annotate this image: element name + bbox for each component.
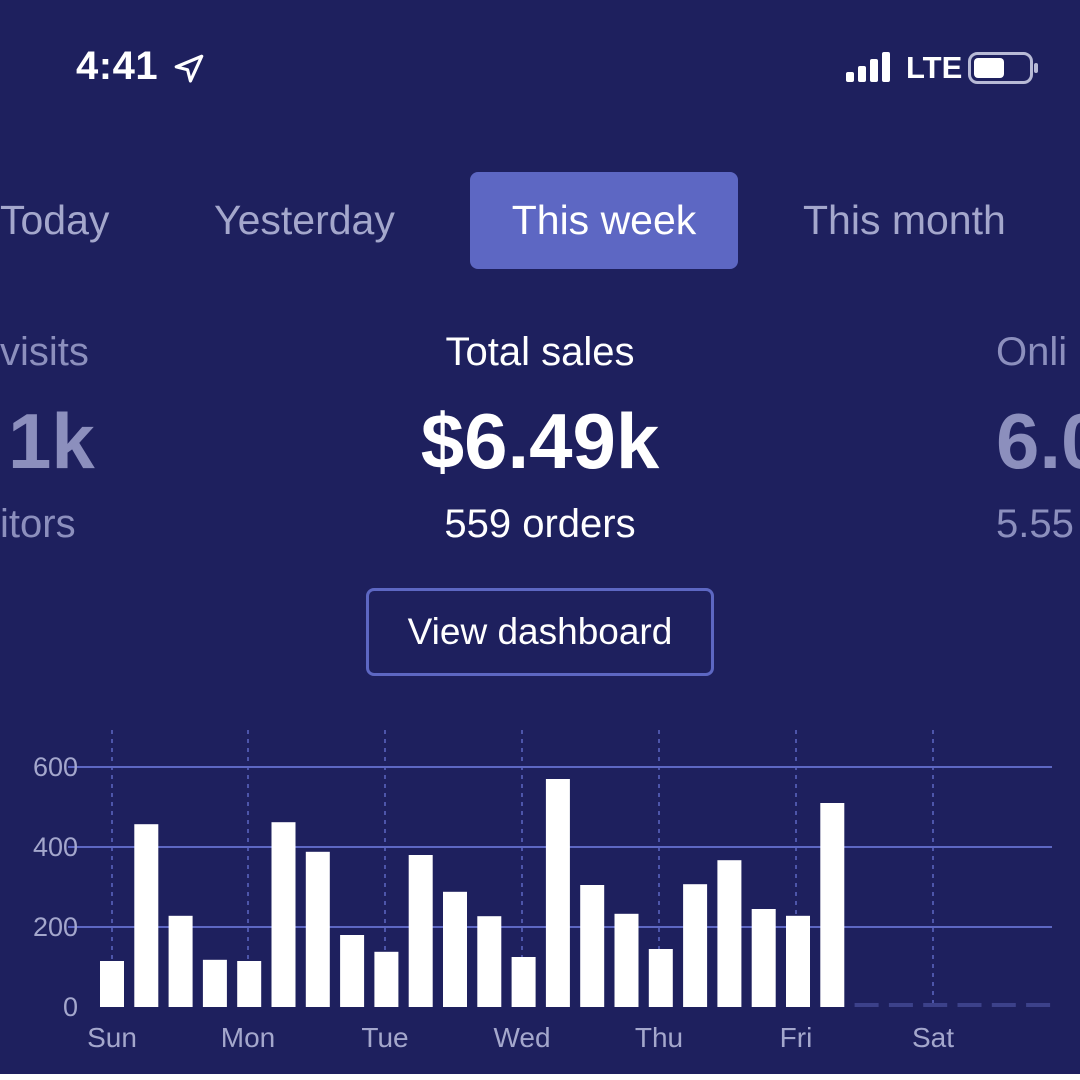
empty-bar (957, 1003, 982, 1007)
y-tick-label: 600 (33, 752, 78, 782)
tab-yesterday[interactable]: Yesterday (214, 197, 395, 243)
status-time: 4:41 (76, 44, 159, 88)
sales-bar (477, 916, 502, 1007)
visits-label: visits (0, 330, 89, 374)
cellular-signal-icon (846, 52, 890, 82)
x-tick-label: Tue (361, 1022, 408, 1053)
visits-value: 1k (8, 397, 95, 485)
empty-bar (854, 1003, 879, 1007)
empty-bar (1026, 1003, 1051, 1007)
sales-bar (237, 961, 262, 1007)
sales-bar (100, 961, 124, 1007)
sales-bar (648, 949, 673, 1007)
online-sub: 5.55 (996, 502, 1074, 546)
empty-bar (991, 1003, 1016, 1007)
sales-bar (374, 951, 399, 1007)
sales-bar (271, 822, 296, 1007)
y-tick-label: 200 (33, 912, 78, 942)
location-arrow-icon (174, 54, 204, 83)
tab-this-week[interactable]: This week (470, 172, 738, 269)
bottom-edge (0, 1074, 1080, 1080)
sales-bar (683, 884, 708, 1007)
x-tick-label: Mon (221, 1022, 275, 1053)
sales-bar (443, 891, 467, 1007)
sales-bar-chart: 0 200 400 600 Sun Mon Tue Wed Thu Fri Sat (33, 730, 1052, 1053)
total-sales-label: Total sales (445, 330, 635, 374)
y-tick-label: 0 (63, 992, 78, 1022)
network-type: LTE (906, 50, 963, 85)
sales-bar (340, 935, 365, 1007)
sales-bar (202, 959, 227, 1007)
online-label: Onli (996, 330, 1068, 374)
sales-bar (408, 855, 433, 1007)
sales-bar (305, 851, 330, 1007)
sales-bar (134, 824, 159, 1007)
sales-bar (168, 915, 193, 1007)
sales-bar (820, 803, 845, 1007)
orders-count: 559 orders (444, 502, 636, 546)
empty-bar (888, 1003, 913, 1007)
sales-bar (580, 885, 605, 1007)
total-sales-value: $6.49k (420, 397, 660, 485)
sales-bar (511, 957, 536, 1007)
sales-bar (717, 860, 742, 1007)
sales-bar (545, 779, 570, 1007)
battery-icon (968, 52, 1038, 84)
sales-bar (751, 909, 776, 1007)
sales-bar (786, 915, 810, 1007)
tab-this-month[interactable]: This month (803, 197, 1006, 243)
tab-today[interactable]: Today (0, 197, 110, 243)
x-tick-label: Fri (780, 1022, 813, 1053)
x-tick-label: Sun (87, 1022, 137, 1053)
view-dashboard-button[interactable]: View dashboard (366, 588, 714, 676)
online-value: 6.0 (996, 397, 1080, 485)
empty-bar (923, 1003, 948, 1007)
x-tick-label: Thu (635, 1022, 683, 1053)
x-tick-label: Wed (493, 1022, 550, 1053)
visitors-label: itors (0, 502, 76, 546)
sales-bar (614, 913, 639, 1007)
y-tick-label: 400 (33, 832, 78, 862)
x-tick-label: Sat (912, 1022, 954, 1053)
